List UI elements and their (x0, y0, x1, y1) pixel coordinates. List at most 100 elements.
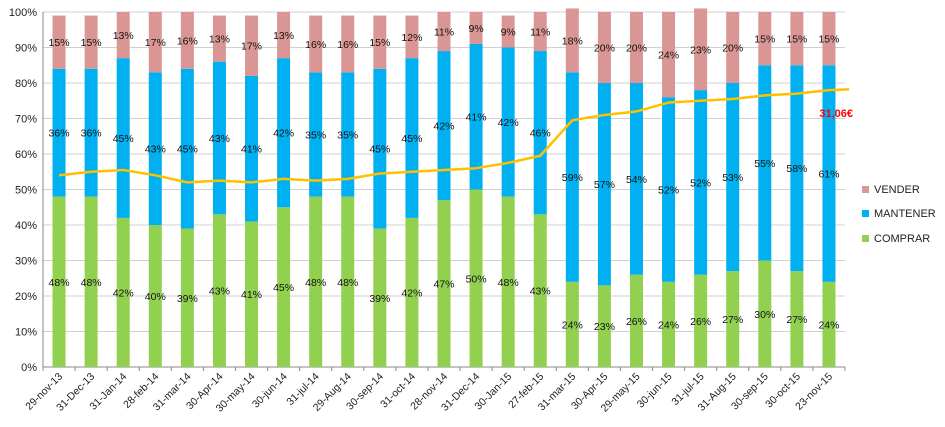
x-tick-label: 30-jun-14 (250, 371, 290, 411)
data-label-comprar: 48% (498, 277, 519, 289)
bar-vender (662, 12, 676, 98)
data-label-mantener: 35% (337, 129, 358, 141)
bar-mantener (437, 51, 451, 201)
bar-comprar (469, 189, 483, 367)
data-label-vender: 15% (369, 37, 390, 49)
data-label-vender: 20% (626, 43, 647, 55)
legend-label-mantener: MANTENER (874, 208, 936, 220)
data-label-comprar: 42% (401, 287, 422, 299)
data-label-comprar: 48% (81, 277, 102, 289)
data-label-mantener: 61% (818, 169, 839, 181)
bar-vender (212, 15, 226, 62)
data-label-comprar: 48% (337, 277, 358, 289)
data-label-comprar: 23% (594, 321, 615, 333)
data-label-comprar: 41% (241, 289, 262, 301)
bar-mantener (662, 97, 676, 282)
data-label-vender: 13% (113, 30, 134, 42)
data-label-comprar: 42% (113, 287, 134, 299)
data-label-vender: 15% (754, 34, 775, 46)
bar-comprar (212, 214, 226, 367)
bar-comprar (180, 228, 194, 367)
bar-comprar (501, 196, 515, 367)
bar-comprar (277, 207, 291, 367)
data-label-mantener: 52% (690, 177, 711, 189)
bar-comprar (629, 274, 643, 367)
data-label-mantener: 42% (433, 121, 454, 133)
data-label-vender: 11% (530, 27, 550, 39)
bar-mantener (469, 43, 483, 190)
bar-comprar (309, 196, 323, 367)
bar-mantener (726, 83, 740, 272)
data-label-vender: 20% (594, 43, 615, 55)
data-label-mantener: 58% (786, 163, 807, 175)
bar-vender (309, 15, 323, 73)
data-label-mantener: 45% (113, 133, 134, 145)
data-label-comprar: 39% (369, 293, 390, 305)
bar-comprar (790, 271, 804, 367)
data-label-comprar: 47% (433, 279, 454, 291)
bar-mantener (245, 75, 259, 222)
bar-comprar (533, 214, 547, 367)
data-label-mantener: 43% (145, 144, 166, 156)
data-label-vender: 16% (337, 39, 358, 51)
bar-mantener (212, 61, 226, 215)
data-label-mantener: 45% (369, 144, 390, 156)
bar-comprar (662, 281, 676, 367)
bar-mantener (277, 58, 291, 208)
bar-comprar (52, 196, 66, 367)
bar-comprar (565, 281, 579, 367)
data-label-comprar: 48% (49, 277, 70, 289)
legend-swatch-comprar (862, 235, 869, 242)
y-tick-label: 80% (15, 78, 37, 90)
y-tick-label: 60% (15, 149, 37, 161)
data-label-mantener: 36% (81, 128, 102, 140)
bar-vender (180, 12, 194, 69)
y-tick-label: 70% (15, 114, 37, 126)
data-label-comprar: 48% (305, 277, 326, 289)
price-line (58, 88, 850, 184)
data-label-vender: 9% (501, 27, 516, 39)
data-label-vender: 11% (434, 27, 454, 39)
bar-comprar (758, 260, 772, 367)
data-label-mantener: 57% (594, 179, 615, 191)
bar-mantener (822, 65, 836, 282)
data-label-vender: 12% (401, 32, 422, 44)
data-label-comprar: 39% (177, 293, 198, 305)
data-label-comprar: 24% (818, 319, 839, 331)
bar-vender (501, 15, 515, 48)
data-label-mantener: 42% (498, 117, 519, 129)
data-label-vender: 15% (786, 34, 807, 46)
data-label-mantener: 45% (401, 133, 422, 145)
bar-vender (533, 12, 547, 52)
data-label-vender: 17% (241, 41, 262, 53)
y-tick-label: 20% (15, 291, 37, 303)
bar-vender (694, 8, 708, 91)
bar-mantener (758, 65, 772, 261)
legend-swatch-vender (862, 186, 869, 193)
legend-label-vender: VENDER (874, 184, 920, 196)
data-label-comprar: 24% (562, 319, 583, 331)
bar-comprar (84, 196, 98, 367)
bar-vender (726, 12, 740, 83)
bar-vender (565, 8, 579, 73)
bar-mantener (405, 58, 419, 218)
data-label-vender: 15% (81, 37, 102, 49)
data-label-mantener: 41% (466, 112, 487, 124)
bar-vender (116, 12, 130, 59)
bar-mantener (597, 83, 611, 286)
data-label-vender: 16% (177, 35, 198, 47)
bar-mantener (501, 47, 515, 197)
data-label-comprar: 27% (786, 314, 807, 326)
data-label-mantener: 45% (177, 144, 198, 156)
data-label-comprar: 24% (658, 319, 679, 331)
data-label-vender: 24% (658, 50, 679, 62)
y-tick-label: 40% (15, 220, 37, 232)
bar-vender (822, 12, 836, 66)
data-label-vender: 9% (468, 23, 483, 35)
bar-comprar (373, 228, 387, 367)
bar-vender (373, 15, 387, 69)
data-label-vender: 20% (722, 43, 743, 55)
bar-vender (469, 12, 483, 44)
data-label-comprar: 27% (722, 314, 743, 326)
